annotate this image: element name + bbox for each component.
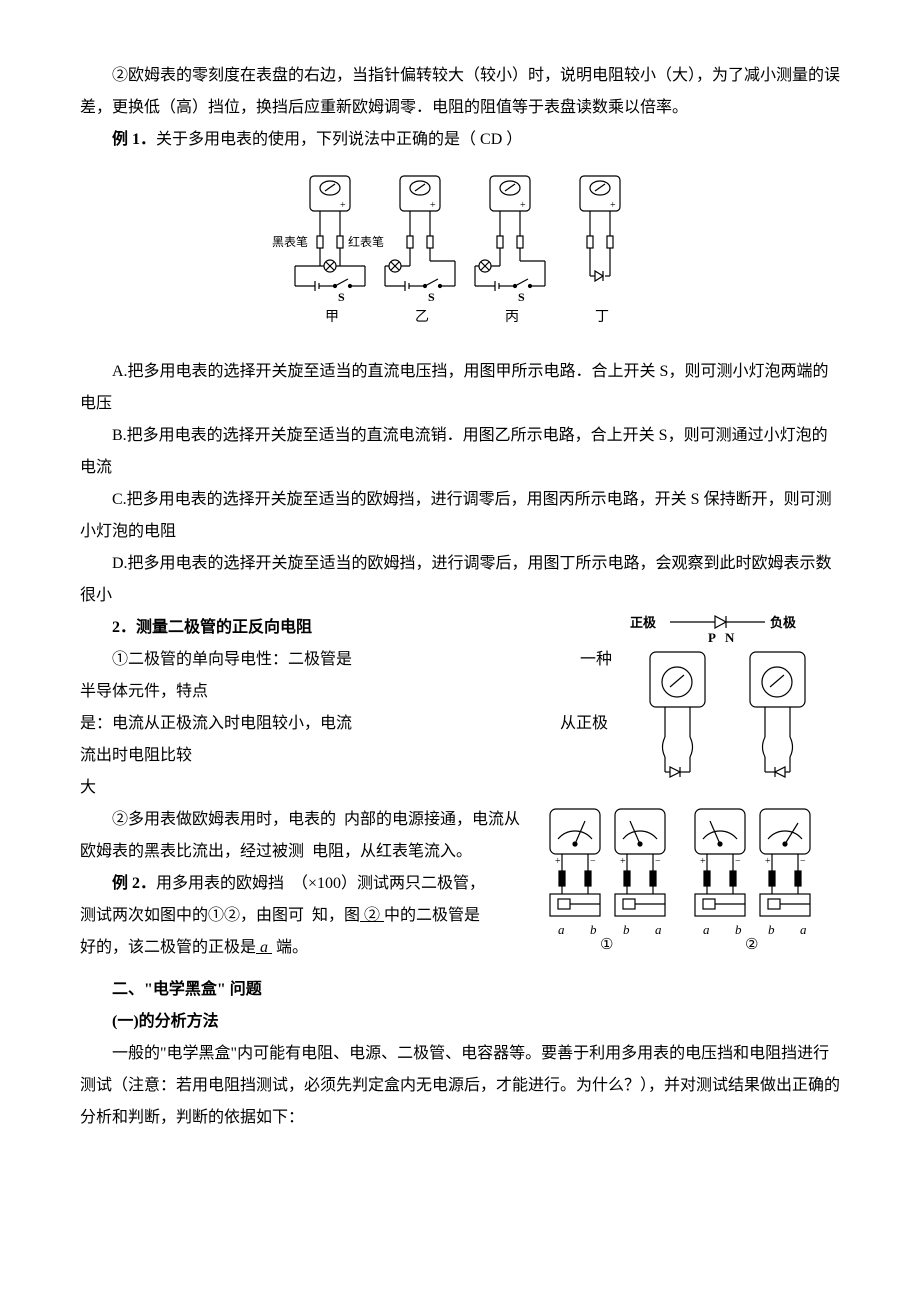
option-d: D.把多用电表的选择开关旋至适当的欧姆挡，进行调零后，用图丁所示电路，会观察到此… [80,548,840,612]
svg-text:S: S [518,290,525,304]
svg-text:S: S [428,290,435,304]
option-a: A.把多用电表的选择开关旋至适当的直流电压挡，用图甲所示电路．合上开关 S，则可… [80,356,840,420]
paragraph-ohm-zero: ②欧姆表的零刻度在表盘的右边，当指针偏转较大（较小）时，说明电阻较小（大），为了… [80,60,840,124]
svg-text:N: N [725,630,735,645]
paragraph-blackbox: 一般的"电学黑盒"内可能有电阻、电源、二极管、电容器等。要善于利用多用表的电压挡… [80,1038,840,1134]
svg-text:b: b [735,922,742,937]
svg-text:b: b [768,922,775,937]
svg-text:+: + [520,200,526,211]
svg-text:+: + [620,856,626,867]
svg-text:负极: 负极 [770,615,797,630]
answer-1: ② [360,907,384,924]
figure-1-meters: + 黑表笔 红表笔 S 甲 [250,166,670,346]
svg-text:正极: 正极 [630,615,657,630]
svg-text:P: P [708,630,716,645]
figure-2-four-meters: + − a b + − [540,804,840,974]
svg-text:+: + [610,200,616,211]
svg-text:①: ① [600,937,613,953]
answer-2: a [256,939,272,956]
figure-diode-meters: 正极 负极 P N [630,612,840,792]
svg-text:a: a [558,922,565,937]
heading-3b: (一)的分析方法 [80,1006,840,1038]
svg-text:a: a [800,922,807,937]
svg-text:黑表笔: 黑表笔 [272,234,308,249]
svg-text:丙: 丙 [505,310,519,325]
example-1-label: 例 1． [112,131,156,148]
svg-text:+: + [430,200,436,211]
svg-text:乙: 乙 [415,309,429,325]
svg-text:+: + [340,200,346,211]
svg-text:丁: 丁 [595,310,609,325]
svg-text:+: + [700,856,706,867]
option-b: B.把多用电表的选择开关旋至适当的直流电流销．用图乙所示电路，合上开关 S，则可… [80,420,840,484]
svg-text:红表笔: 红表笔 [348,234,384,249]
svg-text:−: − [735,856,741,867]
svg-text:S: S [338,290,345,304]
svg-text:a: a [655,922,662,937]
example-2-label: 例 2． [112,875,156,892]
example-1-text: 关于多用电表的使用，下列说法中正确的是（ CD ） [156,131,522,148]
svg-text:a: a [703,922,710,937]
svg-text:甲: 甲 [325,310,339,325]
svg-text:b: b [590,922,597,937]
heading-3a: 二、"电学黑盒" 问题 [80,974,840,1006]
option-c: C.把多用电表的选择开关旋至适当的欧姆挡，进行调零后，用图丙所示电路，开关 S … [80,484,840,548]
example-1: 例 1．关于多用电表的使用，下列说法中正确的是（ CD ） [80,124,840,156]
svg-text:+: + [765,856,771,867]
svg-text:−: − [800,856,806,867]
svg-text:b: b [623,922,630,937]
svg-text:−: − [655,856,661,867]
svg-text:+: + [555,856,561,867]
svg-text:②: ② [745,937,758,953]
svg-text:−: − [590,856,596,867]
